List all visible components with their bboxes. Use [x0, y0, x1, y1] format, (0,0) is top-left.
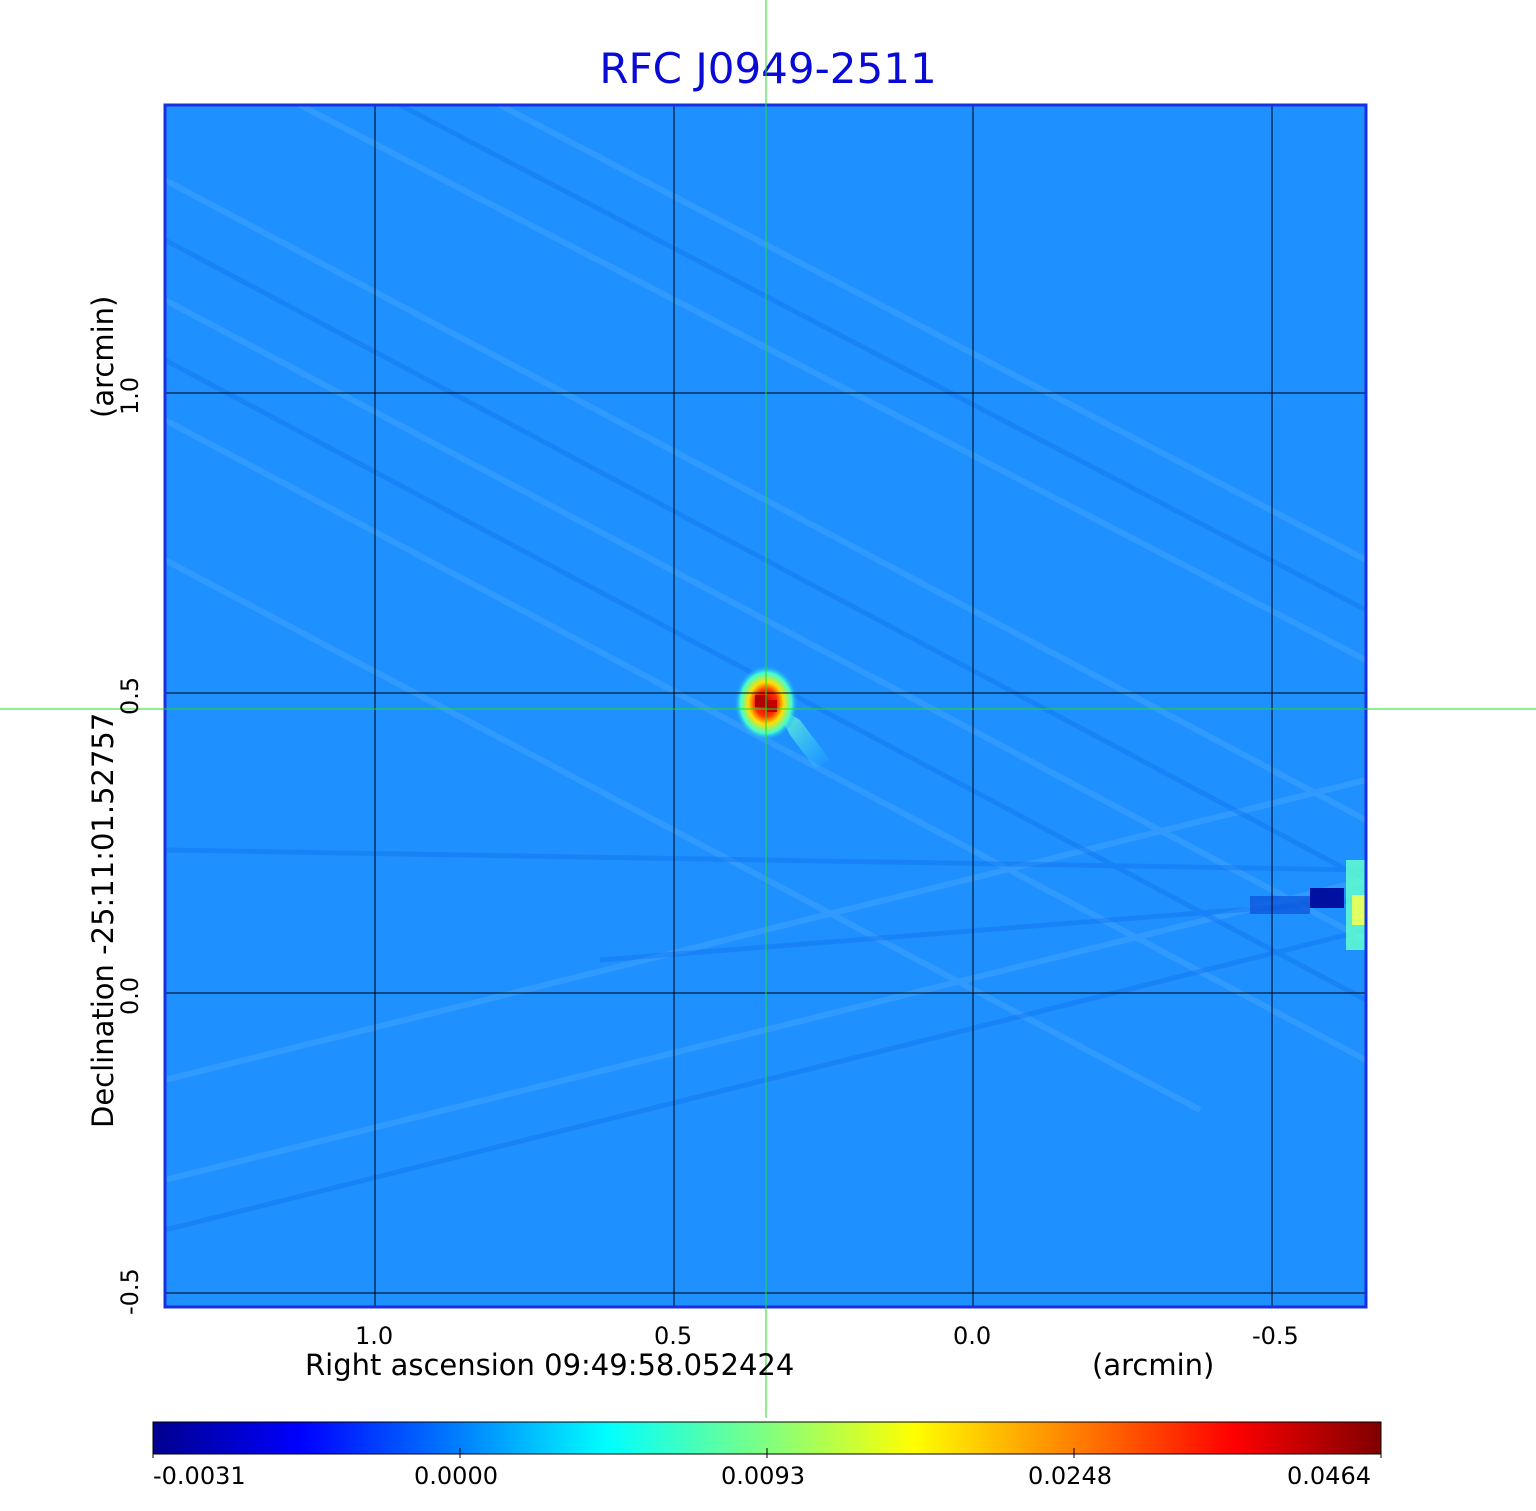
colorbar-tick-label: -0.0031	[153, 1462, 246, 1490]
y-tick-label: -0.5	[116, 1268, 144, 1315]
y-axis-label: Declination -25:11:01.52757	[86, 712, 120, 1128]
x-axis-unit: (arcmin)	[1092, 1348, 1215, 1382]
image-title: RFC J0949-2511	[599, 44, 937, 93]
x-tick-label: 0.0	[953, 1322, 992, 1350]
x-tick-label: 0.5	[654, 1322, 693, 1350]
x-tick-label: 1.0	[355, 1322, 394, 1350]
colorbar-tick-label: 0.0464	[1287, 1462, 1371, 1490]
x-axis-label: Right ascension 09:49:58.052424	[305, 1348, 795, 1382]
x-tick-label: -0.5	[1252, 1322, 1299, 1350]
y-tick-label: 0.0	[116, 976, 144, 1015]
colorbar-tick-label: 0.0000	[414, 1462, 498, 1490]
colorbar-ticks	[152, 1448, 1382, 1458]
colorbar-tick-label: 0.0093	[721, 1462, 805, 1490]
y-tick-label: 1.0	[116, 376, 144, 415]
y-tick-label: 0.5	[116, 676, 144, 715]
colorbar-tick-label: 0.0248	[1028, 1462, 1112, 1490]
y-axis-unit: (arcmin)	[86, 295, 120, 418]
